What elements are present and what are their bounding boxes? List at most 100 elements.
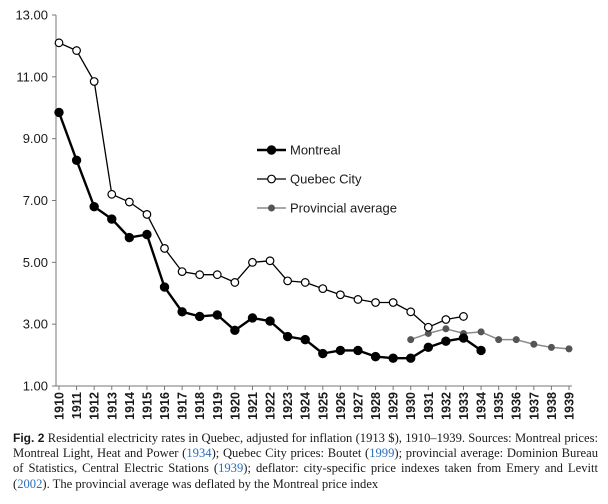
data-point-montreal-1921 [247,313,258,323]
x-tick-label: 1920 [228,392,242,420]
x-tick-label: 1935 [492,392,506,420]
x-tick-label: 1916 [158,392,172,420]
data-point-provincial-average-1936 [512,336,520,344]
data-point-quebec-city-1911 [72,46,81,55]
data-point-quebec-city-1924 [300,278,310,287]
x-tick-label: 1925 [316,392,330,420]
data-point-quebec-city-1928 [371,298,380,307]
data-point-quebec-city-1930 [406,307,416,317]
data-point-quebec-city-1915 [142,210,152,219]
data-point-montreal-1915 [142,229,152,240]
series-montreal [54,107,486,363]
data-point-montreal-1916 [159,282,170,292]
caption-ref-2002[interactable]: 2002 [17,476,43,491]
y-tick-label: 7.00 [23,193,48,208]
data-point-quebec-city-1912 [89,77,99,86]
data-point-quebec-city-1929 [388,298,398,307]
x-tick-label: 1918 [193,392,207,420]
data-point-quebec-city-1922 [265,256,275,266]
y-tick-label: 13.00 [15,8,48,23]
caption-text-5: ). The provincial average was deflated b… [42,476,379,491]
data-point-montreal-1925 [318,348,328,359]
data-point-quebec-city-1926 [335,290,345,300]
legend-swatch-marker [268,204,275,212]
data-point-quebec-city-1919 [212,270,222,280]
data-point-provincial-average-1937 [530,340,538,348]
caption-text-1: Residential electricity rates in Quebec,… [13,431,598,461]
x-tick-label: 1913 [105,392,119,420]
data-point-quebec-city-1925 [318,284,328,294]
y-tick-label: 3.00 [23,317,48,332]
data-point-montreal-1913 [107,214,117,224]
y-tick-label: 9.00 [23,131,48,146]
legend-item-quebec-city: Quebec City [257,172,362,187]
x-tick-label: 1937 [527,392,541,420]
x-tick-label: 1934 [475,392,489,420]
data-point-montreal-1918 [194,311,205,322]
x-tick-label: 1927 [351,392,365,420]
data-point-montreal-1922 [265,316,275,326]
legend-label: Montreal [290,143,341,158]
x-tick-label: 1924 [299,392,313,420]
data-point-quebec-city-1933 [459,312,468,321]
y-tick-label: 11.00 [16,69,48,84]
chart-legend: Montreal Quebec City Provincial average [257,143,397,216]
caption-ref-1999[interactable]: 1999 [369,446,395,461]
caption-ref-1934[interactable]: 1934 [186,446,212,461]
data-point-quebec-city-1931 [423,322,433,332]
data-point-quebec-city-1920 [230,278,240,287]
caption-text-4: ); deflator: city-specific price indexes… [13,461,598,491]
data-point-provincial-average-1938 [547,343,555,351]
x-tick-label: 1922 [264,392,278,420]
data-point-provincial-average-1932 [442,325,450,333]
data-point-montreal-1924 [300,334,310,345]
data-point-montreal-1926 [335,345,346,356]
legend-label: Provincial average [290,201,397,216]
x-axis-ticks: 1910 1911 1912 1913 1914 1915 1916 1917 1918 1919… [53,386,577,420]
x-tick-label: 1936 [510,392,524,420]
data-point-montreal-1917 [177,307,187,317]
data-point-montreal-1923 [282,331,293,342]
data-point-quebec-city-1932 [441,315,451,324]
data-point-quebec-city-1927 [353,295,363,304]
x-tick-label: 1921 [246,392,260,420]
data-point-montreal-1920 [230,325,240,336]
x-tick-label: 1919 [211,392,225,420]
x-tick-label: 1938 [545,392,559,420]
data-point-quebec-city-1923 [283,276,293,286]
x-tick-label: 1939 [563,392,577,420]
x-tick-label: 1914 [123,392,137,420]
data-point-provincial-average-1930 [407,336,415,344]
data-point-montreal-1930 [406,353,416,363]
x-tick-label: 1931 [422,392,436,420]
x-tick-label: 1929 [387,392,401,420]
y-tick-label: 1.00 [23,379,48,394]
data-point-quebec-city-1914 [124,197,134,207]
x-tick-label: 1926 [334,392,348,420]
series-layer [54,38,573,363]
legend-swatch-marker [266,145,277,155]
x-tick-label: 1923 [281,392,295,420]
data-point-quebec-city-1910 [54,38,64,48]
x-tick-label: 1912 [88,392,102,420]
series-line-provincial-average [410,328,570,350]
x-tick-label: 1933 [457,392,471,420]
x-tick-label: 1915 [140,392,154,420]
x-tick-label: 1910 [53,392,67,420]
legend-item-montreal: Montreal [257,143,341,158]
y-axis-ticks: 1.00 3.00 5.00 7.00 9.00 11.00 13.00 [15,8,56,394]
caption-ref-1939[interactable]: 1939 [218,461,244,476]
caption-text-2: ); Quebec City prices: Boutet ( [211,446,370,461]
data-point-provincial-average-1935 [495,336,503,344]
data-point-montreal-1912 [89,201,99,212]
data-point-quebec-city-1913 [107,189,117,199]
x-tick-label: 1928 [369,392,383,420]
series-quebec-city [54,38,468,332]
legend-item-provincial-average: Provincial average [257,201,397,216]
data-point-montreal-1933 [458,333,469,343]
data-point-montreal-1919 [212,310,222,320]
data-point-provincial-average-1939 [565,345,573,353]
legend-swatch-marker [267,174,276,184]
y-tick-label: 5.00 [23,255,48,270]
